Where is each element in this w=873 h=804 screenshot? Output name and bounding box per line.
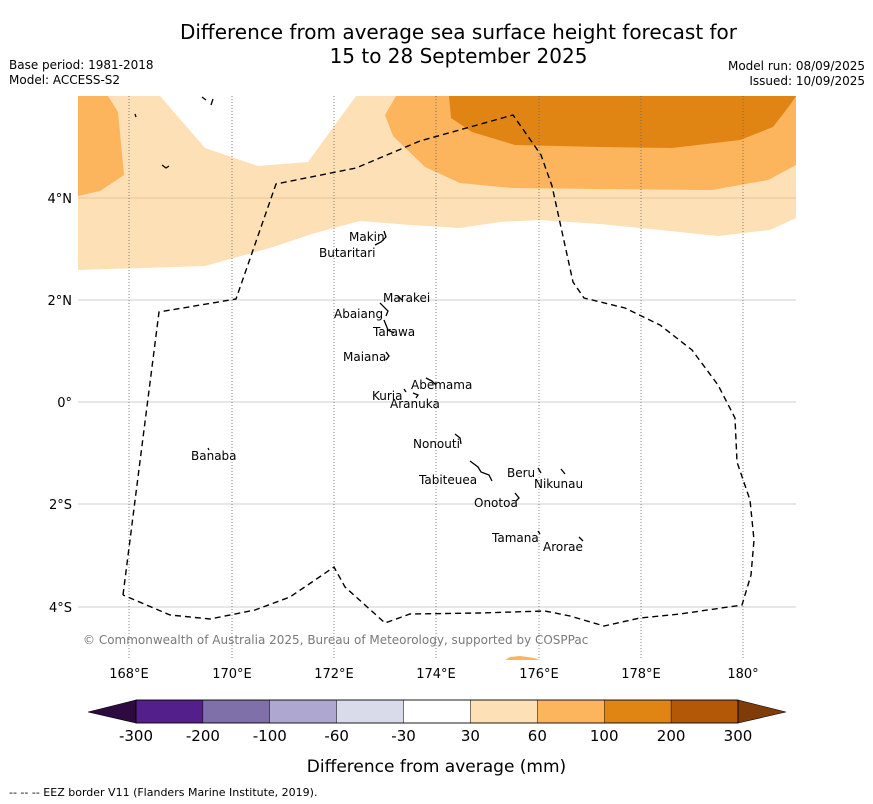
colorbar-bins (135, 699, 739, 724)
lon-label-176e: 176°E (519, 667, 559, 682)
colorbar-bin-5 (403, 699, 471, 724)
island-shape-kuria (403, 388, 407, 393)
map-panel: Makin Butaritari Marakei Abaiang Tarawa … (78, 96, 796, 660)
colorbar-bin-8 (604, 699, 672, 724)
island-label-tabiteuea: Tabiteuea (418, 473, 477, 487)
island-shape-abemama (425, 377, 437, 386)
island-shape-banaba (207, 447, 210, 451)
gridlines (78, 96, 796, 660)
colorbar-over-arrow (737, 699, 787, 724)
colorbar-under-arrow (87, 699, 137, 724)
island-shape-nonouti (454, 433, 462, 445)
meta-right: Model run: 08/09/2025 Issued: 10/09/2025 (728, 59, 865, 89)
colorbar-ticks: -300 -200 -100 -60 -30 30 60 100 200 300 (119, 727, 752, 745)
colorbar-title: Difference from average (mm) (306, 757, 567, 777)
colorbar-bin-1 (135, 699, 204, 724)
island-shape-north-3 (134, 113, 137, 118)
model-name: Model: ACCESS-S2 (9, 73, 121, 87)
island-label-butaritari: Butaritari (319, 246, 376, 260)
island-label-makin: Makin (349, 230, 385, 244)
colorbar-bin-3 (269, 699, 337, 724)
island-label-arorae: Arorae (543, 540, 583, 554)
colorbar-tick-label: 60 (528, 727, 547, 745)
lon-label-172e: 172°E (314, 667, 354, 682)
island-label-abemama: Abemama (411, 378, 472, 392)
lat-label-4n: 4°N (48, 192, 73, 207)
copyright-notice: © Commonwealth of Australia 2025, Bureau… (83, 633, 588, 647)
title-line-2: 15 to 28 September 2025 (329, 44, 588, 68)
island-shape-makin (374, 230, 387, 246)
colorbar-bin-9 (670, 699, 739, 724)
island-shape-aranuka (412, 392, 419, 399)
colorbar-tick-label: -30 (391, 727, 416, 745)
colorbar-tick-label: -300 (119, 727, 153, 745)
lon-label-174e: 174°E (416, 667, 456, 682)
island-label-aranuka: Aranuka (390, 397, 440, 411)
colorbar-tick-label: 300 (724, 727, 753, 745)
latitude-labels: 4°N 2°N 0° 2°S 4°S (48, 192, 73, 616)
island-shape-north-1 (201, 96, 207, 101)
island-outlines (134, 96, 584, 542)
lon-label-170e: 170°E (212, 667, 252, 682)
island-shape-tamana (537, 530, 541, 535)
colorbar-tick-label: 100 (590, 727, 619, 745)
contour-bottom-patch (505, 656, 540, 660)
island-label-onotoa: Onotoa (474, 496, 518, 510)
island-shape-marakei (397, 295, 403, 301)
lat-label-2s: 2°S (49, 498, 72, 513)
base-period: Base period: 1981-2018 (9, 58, 154, 72)
island-shape-north-2 (210, 98, 214, 106)
colorbar-bin-6 (470, 699, 538, 724)
island-label-nikunau: Nikunau (534, 477, 583, 491)
lat-label-4s: 4°S (49, 601, 72, 616)
island-label-kuria: Kuria (372, 389, 403, 403)
lat-label-2n: 2°N (48, 294, 73, 309)
island-shape-beru (537, 467, 542, 474)
island-label-maiana: Maiana (343, 350, 386, 364)
colorbar-tick-label: -60 (324, 727, 349, 745)
island-label-tarawa: Tarawa (372, 325, 415, 339)
model-run: Model run: 08/09/2025 (727, 59, 865, 73)
island-shape-onotoa (514, 492, 520, 502)
colorbar-bin-7 (537, 699, 605, 724)
lon-label-168e: 168°E (109, 667, 149, 682)
colorbar-tick-label: 200 (657, 727, 686, 745)
eez-footnote: -- -- -- EEZ border V11 (Flanders Marine… (9, 786, 318, 799)
longitude-labels: 168°E 170°E 172°E 174°E 176°E 178°E 180° (109, 667, 758, 682)
colorbar-tick-label: -200 (186, 727, 220, 745)
island-shape-maiana (385, 351, 390, 361)
island-label-tamana: Tamana (491, 531, 539, 545)
island-shape-north-4 (161, 164, 170, 169)
lon-label-178e: 178°E (621, 667, 661, 682)
island-shape-tarawa (383, 319, 395, 334)
lon-label-180: 180° (727, 667, 758, 682)
island-label-nonouti: Nonouti (413, 437, 460, 451)
island-label-marakei: Marakei (383, 291, 430, 305)
colorbar: -300 -200 -100 -60 -30 30 60 100 200 300 (87, 699, 787, 745)
island-label-banaba: Banaba (191, 449, 237, 463)
colorbar-bin-4 (336, 699, 404, 724)
lat-label-0: 0° (57, 396, 72, 411)
colorbar-tick-label: -100 (253, 727, 287, 745)
island-shape-abaiang (379, 302, 389, 317)
contour-60-100-nw (78, 96, 124, 196)
contour-100-200 (449, 96, 796, 148)
island-labels: Makin Butaritari Marakei Abaiang Tarawa … (191, 230, 583, 554)
meta-left: Base period: 1981-2018 Model: ACCESS-S2 (9, 58, 154, 88)
colorbar-bin-2 (202, 699, 270, 724)
colorbar-tick-label: 30 (461, 727, 480, 745)
title-line-1: Difference from average sea surface heig… (179, 20, 738, 44)
issued-date: Issued: 10/09/2025 (749, 74, 865, 88)
island-label-beru: Beru (507, 466, 535, 480)
colorbar-frame (135, 699, 739, 724)
eez-border (122, 114, 755, 627)
island-shape-nikunau (560, 468, 566, 475)
island-label-abaiang: Abaiang (334, 307, 383, 321)
map-title: Difference from average sea surface heig… (0, 20, 873, 68)
island-shape-tabiteuea (469, 460, 493, 482)
island-shape-arorae (578, 536, 584, 542)
